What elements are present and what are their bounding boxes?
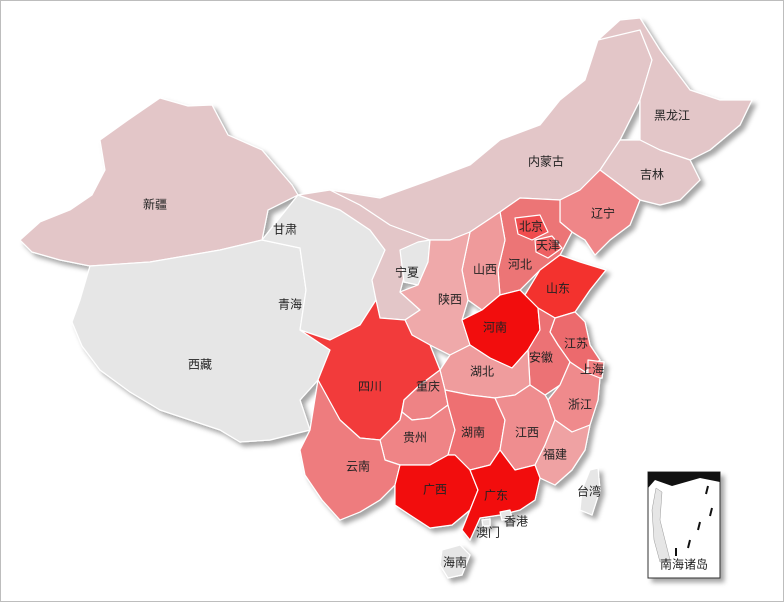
label-qinghai: 青海: [278, 297, 302, 312]
label-xizang: 西藏: [188, 358, 212, 372]
label-jiangsu: 江苏: [564, 337, 588, 351]
label-henan: 河南: [483, 320, 507, 335]
label-yunnan: 云南: [346, 459, 370, 474]
province-tianjin[interactable]: [534, 235, 563, 259]
province-taiwan[interactable]: [579, 467, 601, 516]
label-shaanxi: 陕西: [438, 292, 462, 307]
label-liaoning: 辽宁: [591, 206, 615, 221]
south-china-sea-inset: [647, 471, 721, 579]
label-sichuan: 四川: [358, 380, 382, 394]
label-jiangxi: 江西: [515, 426, 539, 440]
province-hongkong[interactable]: [499, 509, 513, 521]
label-hunan: 湖南: [461, 425, 485, 440]
label-gansu: 甘肃: [273, 223, 297, 237]
province-hainan[interactable]: [439, 544, 471, 579]
label-shandong: 山东: [546, 282, 570, 296]
label-zhejiang: 浙江: [568, 398, 592, 412]
label-guangdong: 广东: [484, 489, 508, 503]
province-heilongjiang[interactable]: [597, 17, 753, 161]
label-guizhou: 贵州: [403, 431, 427, 445]
label-shanxi: 山西: [473, 263, 497, 277]
label-guangxi: 广西: [423, 483, 447, 497]
label-ningxia: 宁夏: [395, 265, 419, 280]
province-shanghai[interactable]: [587, 359, 605, 379]
label-tianjin: 天津: [536, 239, 560, 253]
label-shanghai: 上海: [580, 362, 604, 377]
label-xinjiang: 新疆: [143, 197, 167, 212]
label-neimenggu: 内蒙古: [528, 154, 564, 169]
label-chongqing: 重庆: [416, 380, 440, 394]
label-hongkong: 香港: [504, 515, 528, 529]
province-macau[interactable]: [481, 518, 491, 527]
label-beijing: 北京: [519, 220, 543, 234]
province-shaanxi[interactable]: [399, 231, 471, 356]
province-labels: 新疆 西藏 青海 甘肃 内蒙古 黑龙江 吉林 辽宁 北京 天津 河北 山西 宁夏…: [143, 109, 708, 572]
label-hainan: 海南: [443, 555, 467, 570]
province-xizang[interactable]: [71, 239, 331, 443]
label-hubei: 湖北: [470, 364, 494, 379]
label-inset: 南海诸岛: [660, 557, 708, 572]
label-taiwan: 台湾: [577, 484, 601, 499]
label-hebei: 河北: [508, 258, 532, 272]
province-guangdong[interactable]: [461, 449, 541, 541]
label-anhui: 安徽: [529, 350, 553, 365]
label-fujian: 福建: [543, 447, 567, 462]
label-macau: 澳门: [476, 525, 500, 540]
label-jilin: 吉林: [640, 168, 664, 182]
province-beijing[interactable]: [514, 214, 549, 241]
label-heilongjiang: 黑龙江: [654, 109, 690, 123]
